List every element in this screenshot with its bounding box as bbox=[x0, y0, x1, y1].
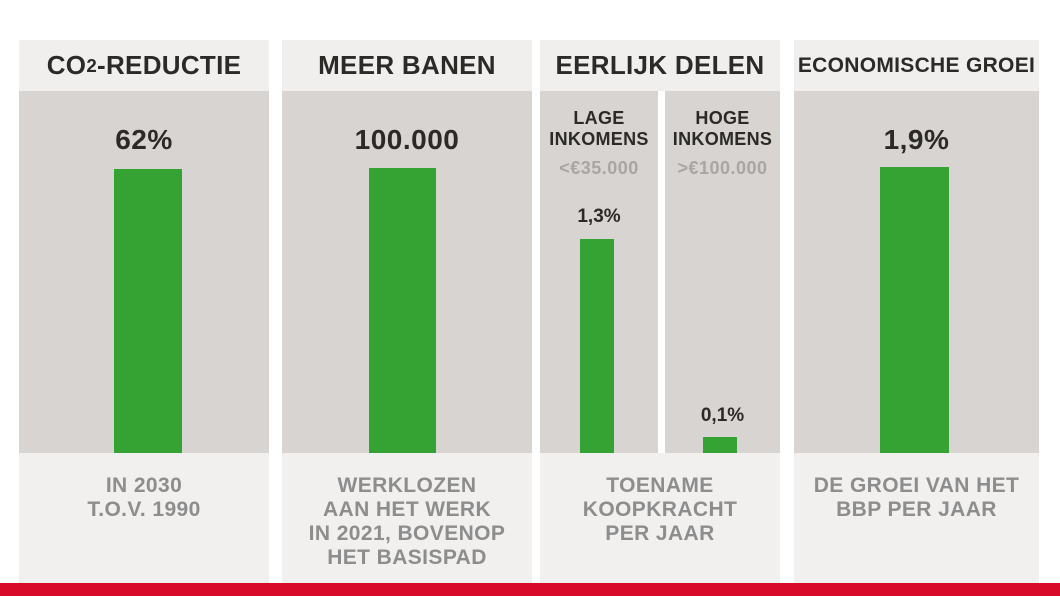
panel-delen-chart-area: LAGE INKOMENS <€35.000 1,3% HOGE INKOMEN… bbox=[540, 91, 780, 453]
panel-co2-title-post: -REDUCTIE bbox=[97, 50, 242, 80]
bottom-accent-bar bbox=[0, 583, 1060, 596]
panel-co2-title-subscript: 2 bbox=[86, 54, 98, 76]
caption-line: IN 2021, BOVENOP bbox=[308, 522, 506, 545]
panel-banen-value-label: 100.000 bbox=[354, 124, 460, 155]
panel-economische-groei: ECONOMISCHE GROEI 1,9% DE GROEI VAN HET … bbox=[794, 40, 1039, 583]
subcolumn-hoge-inkomens: HOGE INKOMENS >€100.000 0,1% bbox=[665, 91, 780, 453]
panel-groei-title: ECONOMISCHE GROEI bbox=[794, 40, 1039, 91]
panel-co2-caption: IN 2030 T.O.V. 1990 bbox=[19, 453, 269, 583]
panel-groei-bar bbox=[880, 167, 949, 453]
panel-co2-bar bbox=[114, 169, 182, 453]
hoge-inkomens-bar bbox=[703, 437, 737, 453]
panel-delen-title: EERLIJK DELEN bbox=[540, 40, 780, 91]
caption-line: DE GROEI VAN HET bbox=[813, 474, 1020, 497]
lage-inkomens-title: LAGE INKOMENS bbox=[549, 108, 649, 149]
caption-line: PER JAAR bbox=[605, 522, 715, 545]
hoge-inkomens-value-label: 0,1% bbox=[700, 405, 745, 426]
lage-inkomens-value-label: 1,3% bbox=[577, 206, 621, 227]
panel-groei-value-label: 1,9% bbox=[883, 124, 950, 155]
caption-line: HET BASISPAD bbox=[327, 546, 487, 569]
panel-co2-title: CO 2 -REDUCTIE bbox=[19, 40, 269, 91]
panel-banen-bar bbox=[369, 168, 436, 453]
caption-line: TOENAME bbox=[606, 474, 714, 497]
caption-line: AAN HET WERK bbox=[322, 498, 492, 521]
panel-co2-value-label: 62% bbox=[115, 124, 173, 155]
panel-groei-caption: DE GROEI VAN HET BBP PER JAAR bbox=[794, 453, 1039, 583]
panel-eerlijk-delen: EERLIJK DELEN LAGE INKOMENS <€35.000 1,3… bbox=[540, 40, 780, 583]
panel-co2-chart-area: 62% bbox=[19, 91, 269, 453]
panel-co2-reductie: CO 2 -REDUCTIE 62% IN 2030 T.O.V. 1990 bbox=[19, 40, 269, 583]
lage-inkomens-bar bbox=[580, 239, 614, 453]
caption-line: IN 2030 bbox=[105, 474, 183, 497]
panel-banen-chart-area: 100.000 bbox=[282, 91, 532, 453]
panel-banen-title: MEER BANEN bbox=[282, 40, 532, 91]
hoge-inkomens-title: HOGE INKOMENS bbox=[672, 108, 773, 149]
subcolumn-lage-inkomens: LAGE INKOMENS <€35.000 1,3% bbox=[540, 91, 658, 453]
caption-line: KOOPKRACHT bbox=[582, 498, 738, 521]
panel-co2-title-pre: CO bbox=[46, 50, 87, 80]
panel-delen-caption: TOENAME KOOPKRACHT PER JAAR bbox=[540, 453, 780, 583]
lage-inkomens-range: <€35.000 bbox=[559, 158, 639, 178]
panel-banen-caption: WERKLOZEN AAN HET WERK IN 2021, BOVENOP … bbox=[282, 453, 532, 583]
hoge-inkomens-range: >€100.000 bbox=[677, 158, 768, 178]
caption-line: WERKLOZEN bbox=[337, 474, 477, 497]
panel-meer-banen: MEER BANEN 100.000 WERKLOZEN AAN HET WER… bbox=[282, 40, 532, 583]
caption-line: T.O.V. 1990 bbox=[87, 498, 201, 521]
caption-line: BBP PER JAAR bbox=[836, 498, 997, 521]
panel-groei-chart-area: 1,9% bbox=[794, 91, 1039, 453]
